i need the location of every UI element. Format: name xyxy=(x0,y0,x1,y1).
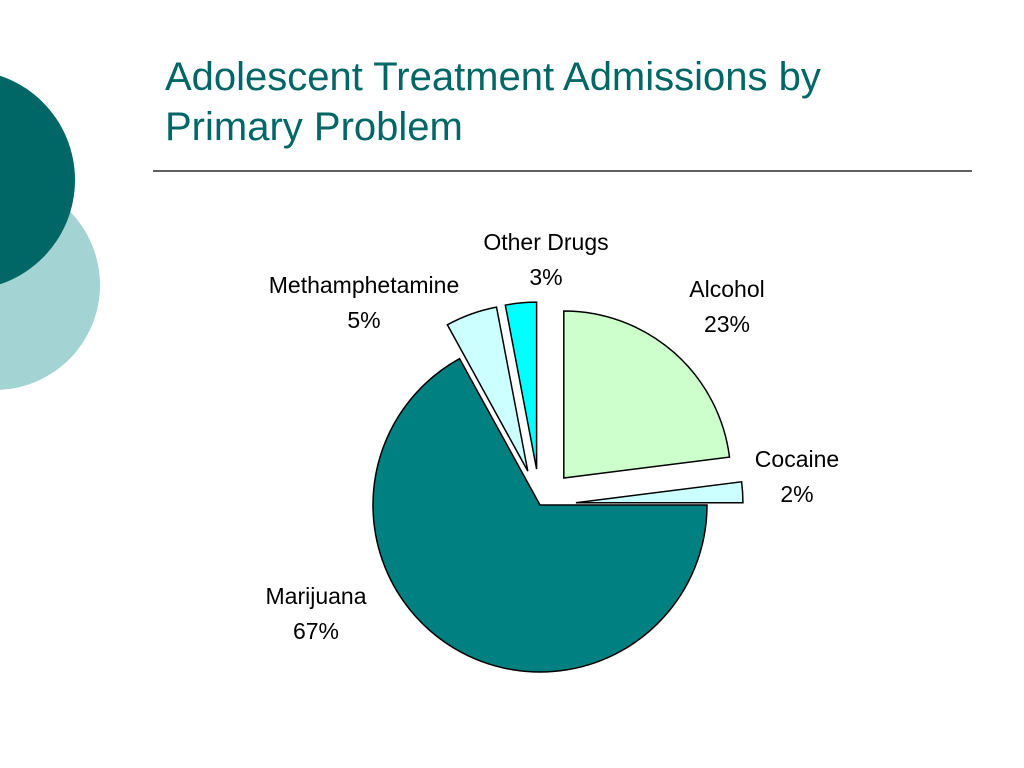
slice-label: Other Drugs xyxy=(483,229,608,255)
pie-slice xyxy=(504,301,538,470)
slice-value-label: 5% xyxy=(347,307,380,333)
pie-slice xyxy=(446,306,529,472)
slice-value-label: 23% xyxy=(704,311,750,337)
decor-circle xyxy=(0,75,75,285)
slice-label: Methamphetamine xyxy=(269,272,460,298)
slice-value-label: 3% xyxy=(529,264,562,290)
pie-slice xyxy=(575,480,744,504)
slice-value-label: 67% xyxy=(293,618,339,644)
slice-label: Marijuana xyxy=(266,583,367,609)
pie-slice xyxy=(372,357,708,673)
pie-slice xyxy=(563,310,731,479)
slice-value-label: 2% xyxy=(780,481,813,507)
chart-title: Adolescent Treatment Admissions by Prima… xyxy=(165,55,821,149)
slice-label: Alcohol xyxy=(689,276,764,302)
slice-label: Cocaine xyxy=(755,446,839,472)
